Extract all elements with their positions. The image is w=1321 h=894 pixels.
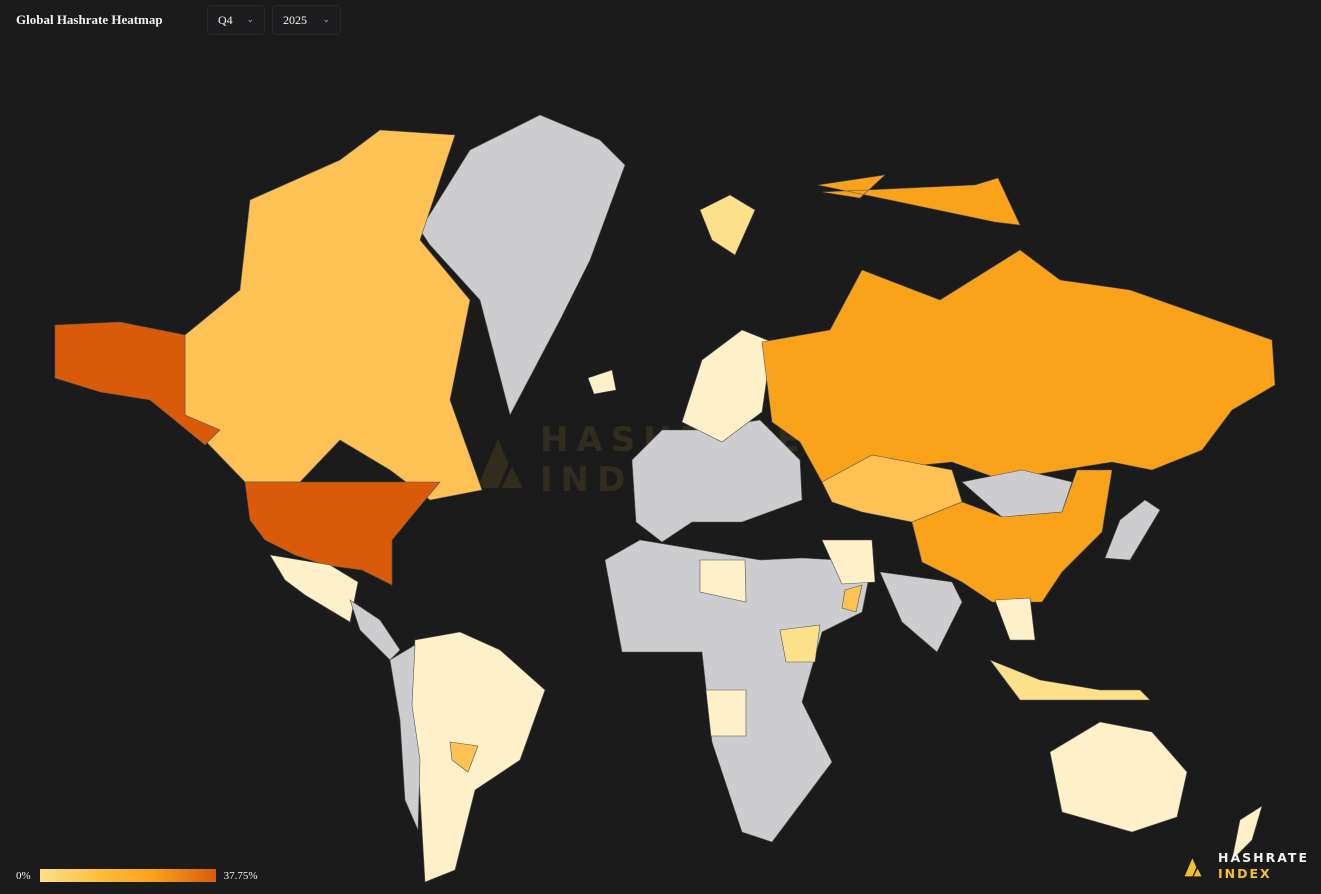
region-china[interactable] [911, 469, 1113, 603]
quarter-select[interactable]: Q4 ⌄ [207, 5, 265, 35]
region-australia[interactable] [1049, 721, 1188, 833]
chevron-down-icon: ⌄ [246, 15, 254, 25]
region-libya[interactable] [699, 559, 747, 603]
region-paraguay[interactable] [449, 741, 479, 773]
region-greenland[interactable] [419, 114, 626, 416]
region-indonesia[interactable] [989, 659, 1151, 701]
region-svalbard[interactable] [699, 194, 756, 256]
region-andes[interactable] [389, 644, 421, 831]
year-value: 2025 [283, 12, 307, 27]
legend-gradient-bar [39, 869, 216, 882]
page-title: Global Hashrate Heatmap [16, 12, 163, 27]
quarter-value: Q4 [218, 12, 233, 27]
logo-line1: HASHRATE [1218, 850, 1309, 865]
region-canada[interactable] [184, 129, 483, 501]
color-legend: 0% 37.75% [16, 869, 258, 882]
region-united-states[interactable] [244, 481, 441, 586]
region-oman[interactable] [841, 584, 863, 613]
chevron-down-icon: ⌄ [322, 15, 330, 25]
region-angola[interactable] [705, 689, 747, 737]
region-mongolia[interactable] [961, 469, 1073, 518]
logo-mark-icon [1184, 858, 1202, 877]
region-japan[interactable] [1104, 499, 1161, 561]
region-alaska[interactable] [54, 321, 221, 446]
year-select[interactable]: 2025 ⌄ [272, 5, 341, 35]
region-india[interactable] [879, 571, 963, 653]
region-south-america[interactable] [409, 631, 546, 883]
region-iceland[interactable] [587, 369, 617, 395]
logo-line2: INDEX [1218, 866, 1272, 881]
region-central-america[interactable] [349, 599, 401, 661]
region-arctic-islands[interactable] [817, 174, 1021, 226]
region-new-zealand[interactable] [1231, 805, 1263, 861]
region-iran[interactable] [821, 539, 876, 585]
legend-max-label: 37.75% [223, 869, 258, 882]
region-mexico[interactable] [269, 554, 359, 623]
region-ethiopia[interactable] [779, 624, 821, 663]
region-russia[interactable] [761, 249, 1276, 483]
hashrate-index-logo: HASHRATE INDEX [1180, 850, 1309, 882]
region-southeast-asia[interactable] [994, 597, 1036, 641]
legend-min-label: 0% [16, 869, 31, 882]
region-europe[interactable] [631, 419, 803, 543]
